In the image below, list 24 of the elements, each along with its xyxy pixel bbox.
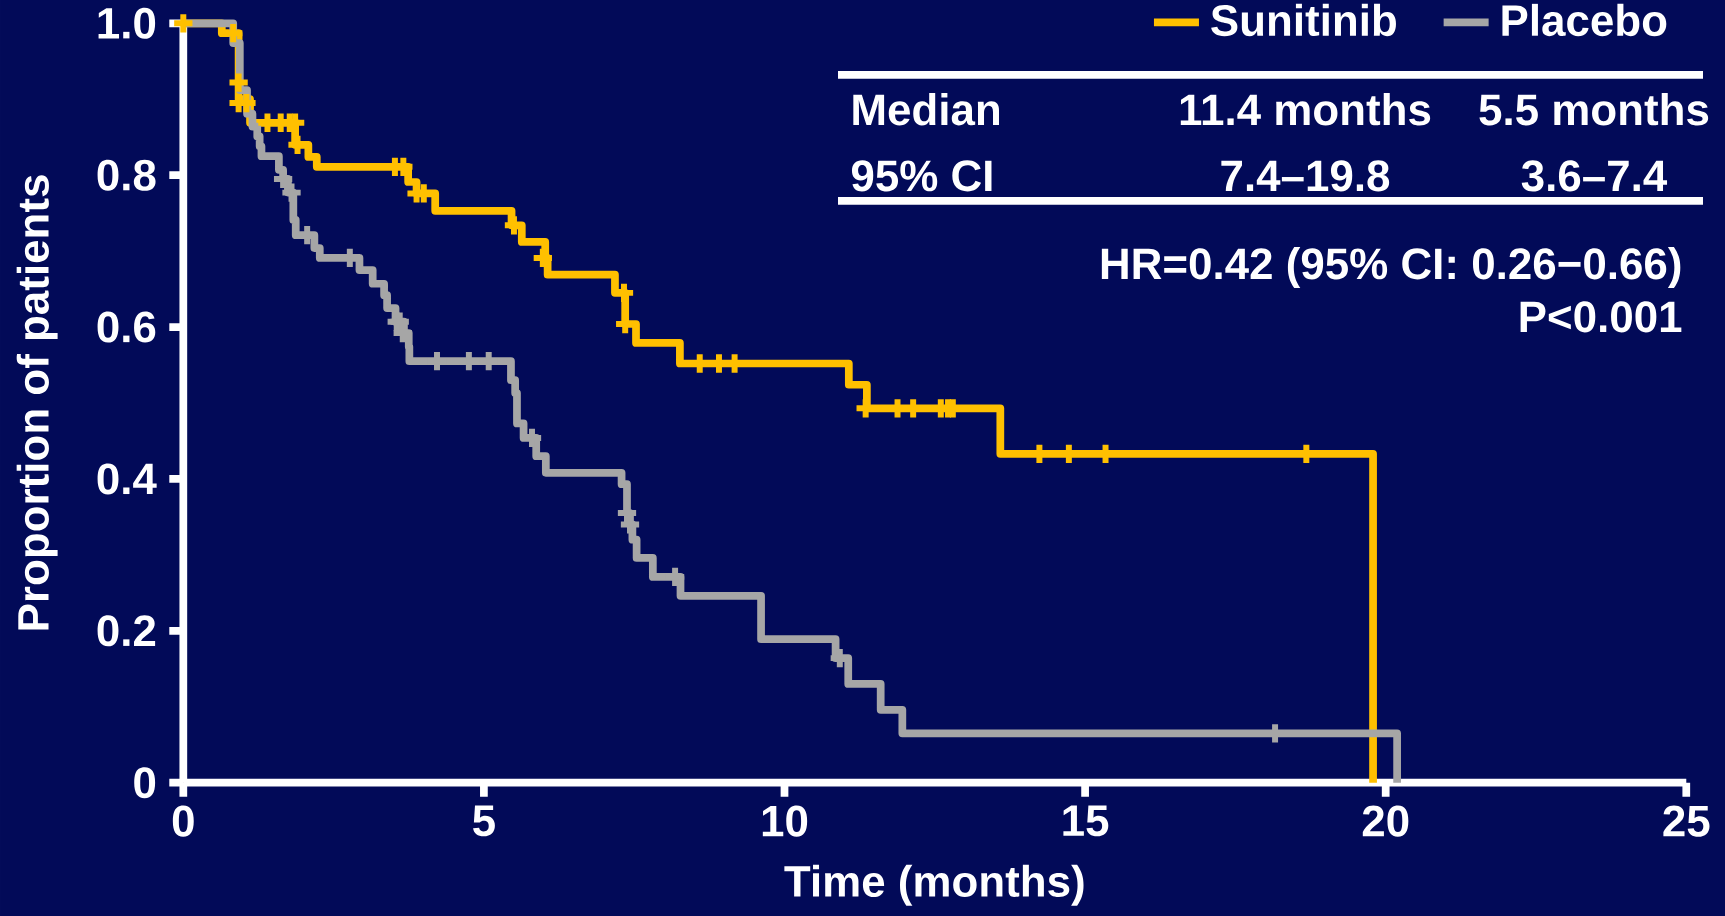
legend-label: Sunitinib bbox=[1211, 3, 1396, 37]
y-tick-label: 0.2 bbox=[97, 615, 156, 647]
y-tick-label: 0.6 bbox=[97, 311, 156, 343]
annotation: Median bbox=[853, 93, 1000, 126]
legend-label: Placebo bbox=[1502, 3, 1667, 37]
y-tick-label: 0 bbox=[134, 767, 156, 799]
annotation: 11.4 months bbox=[1180, 93, 1431, 126]
y-axis-title: Proportion of patients bbox=[16, 175, 58, 630]
y-tick-label: 0.8 bbox=[97, 159, 156, 191]
annotation: 3.6–7.4 bbox=[1521, 160, 1668, 192]
annotation: HR=0.42 (95% CI: 0.26−0.66) bbox=[1101, 247, 1681, 289]
x-tick-label: 0 bbox=[172, 805, 194, 837]
x-tick-label: 25 bbox=[1663, 805, 1710, 837]
x-tick-label: 10 bbox=[762, 805, 808, 837]
x-tick-label: 20 bbox=[1362, 805, 1409, 837]
annotation: 5.5 months bbox=[1479, 93, 1709, 126]
x-axis-title: Time (months) bbox=[784, 864, 1084, 906]
y-tick-label: 0.4 bbox=[97, 463, 157, 495]
annotation: 95% CI bbox=[851, 160, 992, 192]
annotation: P<0.001 bbox=[1520, 301, 1682, 333]
y-tick-label: 1.0 bbox=[98, 7, 156, 39]
x-tick-label: 15 bbox=[1063, 805, 1109, 837]
x-tick-label: 5 bbox=[473, 805, 495, 837]
annotation: 7.4–19.8 bbox=[1221, 160, 1390, 192]
